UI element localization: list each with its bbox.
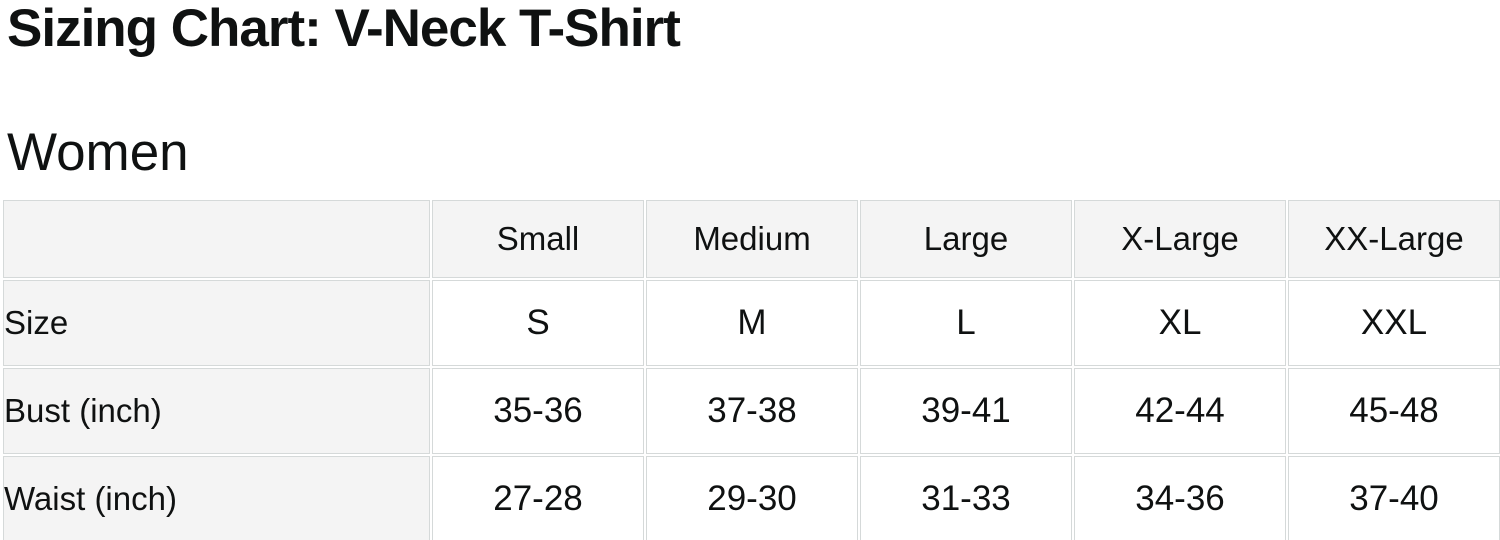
column-header-x-large: X-Large bbox=[1074, 200, 1286, 279]
cell-bust-small: 35-36 bbox=[432, 368, 644, 455]
cell-waist-xx-large: 37-40 bbox=[1288, 456, 1500, 540]
row-label-bust: Bust (inch) bbox=[3, 368, 430, 455]
column-header-medium: Medium bbox=[646, 200, 858, 279]
cell-size-x-large: XL bbox=[1074, 280, 1286, 367]
table-row-bust: Bust (inch) 35-36 37-38 39-41 42-44 45-4… bbox=[3, 368, 1500, 455]
cell-bust-x-large: 42-44 bbox=[1074, 368, 1286, 455]
section-heading-women: Women bbox=[7, 123, 189, 183]
cell-bust-large: 39-41 bbox=[860, 368, 1072, 455]
cell-bust-medium: 37-38 bbox=[646, 368, 858, 455]
cell-waist-x-large: 34-36 bbox=[1074, 456, 1286, 540]
row-label-waist: Waist (inch) bbox=[3, 456, 430, 540]
table-row-size: Size S M L XL XXL bbox=[3, 280, 1500, 367]
cell-waist-large: 31-33 bbox=[860, 456, 1072, 540]
cell-waist-small: 27-28 bbox=[432, 456, 644, 540]
column-header-small: Small bbox=[432, 200, 644, 279]
table-header-row: Small Medium Large X-Large XX-Large bbox=[3, 200, 1500, 279]
cell-waist-medium: 29-30 bbox=[646, 456, 858, 540]
cell-size-small: S bbox=[432, 280, 644, 367]
size-table: Small Medium Large X-Large XX-Large Size… bbox=[1, 198, 1500, 540]
page-title: Sizing Chart: V-Neck T-Shirt bbox=[7, 0, 681, 58]
column-header-xx-large: XX-Large bbox=[1288, 200, 1500, 279]
column-header-large: Large bbox=[860, 200, 1072, 279]
cell-size-xx-large: XXL bbox=[1288, 280, 1500, 367]
cell-size-medium: M bbox=[646, 280, 858, 367]
row-label-size: Size bbox=[3, 280, 430, 367]
table-row-waist: Waist (inch) 27-28 29-30 31-33 34-36 37-… bbox=[3, 456, 1500, 540]
corner-cell bbox=[3, 200, 430, 279]
cell-size-large: L bbox=[860, 280, 1072, 367]
cell-bust-xx-large: 45-48 bbox=[1288, 368, 1500, 455]
